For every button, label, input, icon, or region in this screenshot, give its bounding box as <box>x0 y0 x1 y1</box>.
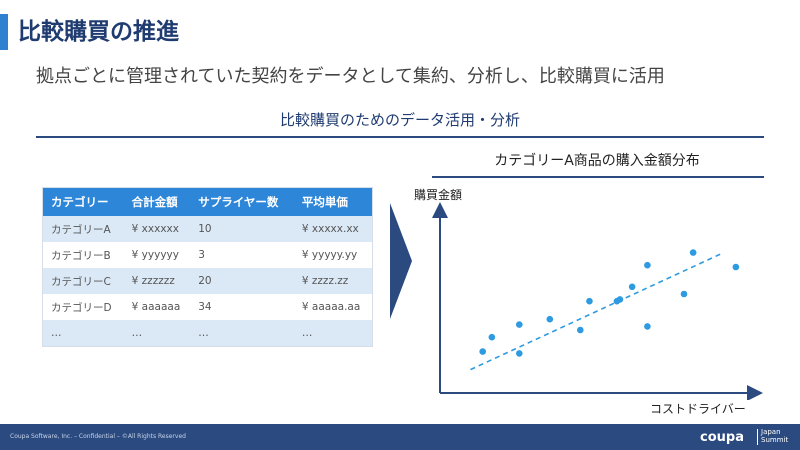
table-cell: … <box>293 320 372 346</box>
table-cell: ¥ xxxxxx <box>123 216 191 242</box>
logo-divider <box>757 429 758 445</box>
table-cell: ¥ aaaaa.aa <box>293 294 372 320</box>
table-row: カテゴリーA ¥ xxxxxx 10 ¥ xxxxx.xx <box>43 216 372 242</box>
scatter-point <box>516 321 523 328</box>
table-row: カテゴリーB ¥ yyyyyy 3 ¥ yyyyy.yy <box>43 242 372 268</box>
scatter-point <box>546 315 554 323</box>
header-average-price: 平均単価 <box>293 188 372 216</box>
footer-bar: Coupa Software, Inc. – Confidential – ©A… <box>0 424 800 450</box>
table-cell: カテゴリーC <box>43 268 124 294</box>
table-cell: 10 <box>190 216 294 242</box>
table-cell: ¥ yyyyy.yy <box>293 242 372 268</box>
copyright-text: Coupa Software, Inc. – Confidential – ©A… <box>10 433 186 440</box>
table-row: … … … … <box>43 320 372 346</box>
table-cell: ¥ yyyyyy <box>123 242 191 268</box>
table-cell: ¥ xxxxx.xx <box>293 216 372 242</box>
title-accent-bar <box>0 14 8 50</box>
coupa-logo: coupa <box>700 430 744 445</box>
table-header-row: カテゴリー 合計金額 サプライヤー数 平均単価 <box>43 188 372 216</box>
table-row: カテゴリーD ¥ aaaaaa 34 ¥ aaaaa.aa <box>43 294 372 320</box>
scatter-point <box>488 333 496 341</box>
page-subtitle: 拠点ごとに管理されていた契約をデータとして集約、分析し、比較購買に活用 <box>36 66 665 87</box>
table-cell: … <box>190 320 294 346</box>
table-cell: カテゴリーD <box>43 294 124 320</box>
table-cell: 3 <box>190 242 294 268</box>
coupa-logo-text: coupa <box>700 430 744 445</box>
scatter-point <box>644 323 651 330</box>
section-divider <box>36 136 764 138</box>
x-axis-label: コストドライバー <box>650 402 746 416</box>
table-cell: 20 <box>190 268 294 294</box>
table-cell: 34 <box>190 294 294 320</box>
table-cell: カテゴリーB <box>43 242 124 268</box>
scatter-chart <box>432 202 763 400</box>
header-supplier-count: サプライヤー数 <box>190 188 294 216</box>
table-cell: … <box>43 320 124 346</box>
scatter-point <box>516 350 523 357</box>
scatter-point <box>628 283 636 291</box>
section-title: 比較購買のためのデータ活用・分析 <box>279 111 520 129</box>
arrow-right-icon <box>390 203 412 319</box>
trend-line <box>470 251 724 371</box>
chart-title: カテゴリーA商品の購入金額分布 <box>494 153 700 169</box>
japan-summit-logo: Japan Summit <box>761 428 789 444</box>
scatter-point <box>689 249 697 256</box>
table-cell: ¥ zzzz.zz <box>293 268 372 294</box>
page-title: 比較購買の推進 <box>18 19 179 45</box>
chart-title-divider <box>432 176 764 178</box>
table-cell: … <box>123 320 191 346</box>
table-cell: ¥ zzzzzz <box>123 268 191 294</box>
table-cell: カテゴリーA <box>43 216 124 242</box>
header-total-amount: 合計金額 <box>123 188 191 216</box>
scatter-point <box>577 326 584 334</box>
scatter-point <box>586 297 593 305</box>
scatter-point <box>616 296 624 303</box>
y-axis-label: 購買金額 <box>414 188 463 202</box>
table-row: カテゴリーC ¥ zzzzzz 20 ¥ zzzz.zz <box>43 268 372 294</box>
scatter-point <box>680 290 688 298</box>
scatter-point <box>479 348 486 355</box>
table-cell: ¥ aaaaaa <box>123 294 191 320</box>
category-summary-table: カテゴリー 合計金額 サプライヤー数 平均単価 カテゴリーA ¥ xxxxxx … <box>43 188 372 346</box>
header-category: カテゴリー <box>43 188 124 216</box>
scatter-point <box>644 261 651 269</box>
scatter-point <box>732 263 740 271</box>
